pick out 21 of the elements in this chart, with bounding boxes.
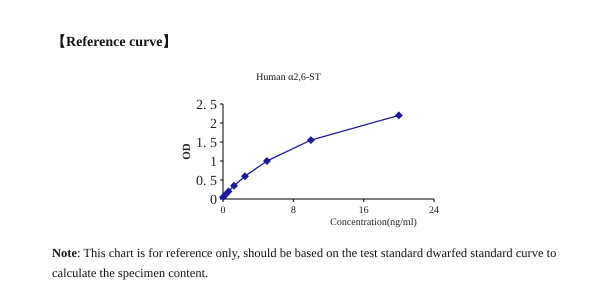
ytick: 1. 5 (196, 136, 217, 151)
ytick: 1 (210, 155, 217, 170)
ytick: 2. 5 (196, 98, 217, 113)
xlabel: Concentration(ng/ml) (330, 217, 417, 228)
xtick: 24 (429, 205, 439, 216)
point (262, 157, 271, 165)
ytick: 0. 5 (196, 174, 217, 189)
subtitle: Human α2,6-ST (256, 72, 321, 83)
ytick: 2 (210, 117, 217, 132)
annotation: Note: This chart is for reference only, should be based on the test standard dwarfed standard curve to calculate the specimen content. (52, 245, 558, 282)
point (394, 111, 403, 120)
title: 【Reference curve】 (52, 33, 177, 51)
xtick: 8 (290, 205, 296, 216)
point (240, 172, 249, 180)
point (230, 182, 238, 190)
point (306, 136, 315, 144)
ylabel: OD (181, 143, 193, 160)
xtick: 0 (220, 205, 226, 216)
ytick: 0 (210, 193, 217, 208)
xtick: 16 (358, 205, 369, 216)
point (224, 187, 232, 196)
